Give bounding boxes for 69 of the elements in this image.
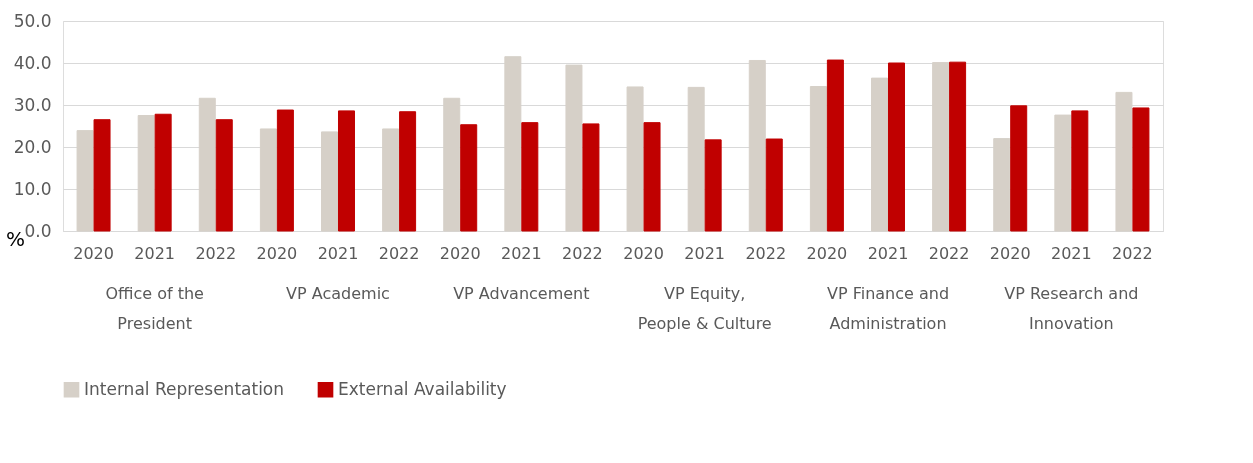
x-tick-label: 2021 — [684, 243, 726, 263]
x-tick-label: 2022 — [928, 243, 970, 263]
x-tick-label: 2022 — [562, 243, 603, 263]
y-tick-label: 20.0 — [13, 136, 52, 157]
bar — [687, 86, 705, 232]
text: VP Finance and Administration — [826, 284, 950, 333]
bar — [1010, 105, 1028, 232]
bar — [399, 111, 417, 232]
bar — [276, 109, 294, 232]
x-tick-label: 2020 — [623, 243, 664, 263]
bar — [382, 128, 400, 232]
y-tick-label: 40.0 — [13, 52, 52, 73]
legend-label: External Availability — [338, 378, 507, 399]
bar — [949, 61, 967, 232]
x-tick-label: 2022 — [195, 243, 237, 263]
bar — [626, 86, 644, 232]
bar — [704, 139, 722, 232]
x-tick-label: 2021 — [134, 243, 176, 263]
bar — [154, 113, 172, 232]
text: Office of the President — [105, 284, 204, 333]
bar — [871, 77, 889, 232]
x-tick-label: 2021 — [867, 243, 909, 263]
bar — [443, 97, 461, 232]
bar — [993, 138, 1011, 232]
bar — [765, 138, 783, 232]
bar — [259, 128, 277, 232]
x-tick-label: 2020 — [989, 243, 1031, 263]
x-tick-label: 2021 — [500, 243, 542, 263]
x-tick-label: 2020 — [256, 243, 298, 263]
bar — [932, 62, 950, 232]
legend-label: Internal Representation — [84, 378, 285, 399]
text: VP Academic — [286, 284, 390, 303]
bar — [93, 119, 111, 232]
bar — [137, 115, 155, 232]
y-tick-label: 30.0 — [13, 94, 52, 115]
x-tick-label: 2020 — [806, 243, 848, 263]
bar — [1054, 114, 1072, 232]
bar — [76, 130, 94, 232]
bar — [1132, 107, 1150, 232]
bar — [1115, 91, 1133, 232]
bar — [565, 64, 583, 232]
x-tick-label: 2022 — [1112, 243, 1153, 263]
x-tick-label: 2022 — [378, 243, 420, 263]
text: VP Advancement — [453, 284, 590, 303]
bar — [504, 56, 522, 232]
x-tick-label: 2022 — [745, 243, 787, 263]
bar — [321, 131, 339, 232]
bar — [748, 59, 766, 232]
y-tick-label: 10.0 — [13, 178, 52, 199]
y-tick-label: 50.0 — [13, 10, 52, 31]
bar — [337, 110, 355, 232]
bar — [826, 59, 844, 232]
x-tick-label: 2021 — [1050, 243, 1092, 263]
bar — [460, 124, 478, 232]
x-tick-label: 2020 — [439, 243, 481, 263]
bar — [582, 123, 600, 232]
bar — [887, 62, 905, 232]
bar — [215, 119, 233, 232]
bar — [809, 86, 827, 232]
bar — [521, 122, 539, 232]
bar — [643, 122, 661, 232]
x-tick-label: 2021 — [317, 243, 359, 263]
text: VP Research and Innovation — [1004, 284, 1139, 333]
bar — [1071, 110, 1089, 232]
y-axis-title: % — [5, 226, 26, 251]
bar — [198, 97, 216, 232]
text: VP Equity, People & Culture — [637, 284, 772, 333]
y-tick-label: 0.0 — [24, 220, 52, 241]
x-tick-label: 2020 — [73, 243, 114, 263]
